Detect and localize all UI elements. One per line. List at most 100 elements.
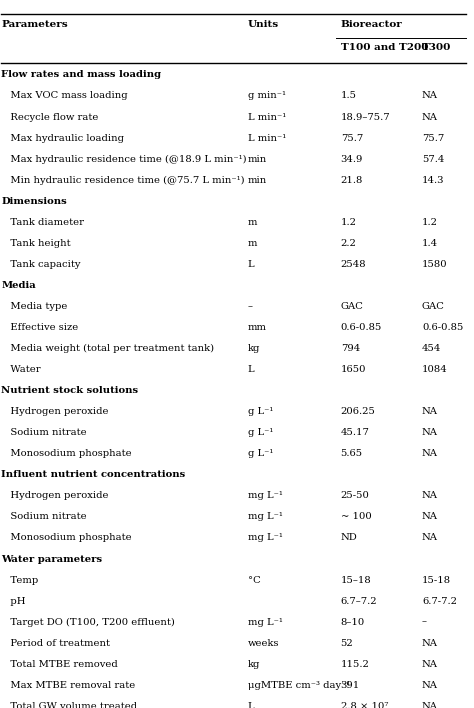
Text: 57.4: 57.4 [422,154,444,164]
Text: Hydrogen peroxide: Hydrogen peroxide [1,491,109,501]
Text: 1.5: 1.5 [341,91,356,101]
Text: 75.7: 75.7 [422,134,444,142]
Text: mg L⁻¹: mg L⁻¹ [248,533,283,542]
Text: Monosodium phosphate: Monosodium phosphate [1,450,132,458]
Text: mg L⁻¹: mg L⁻¹ [248,617,283,627]
Text: NA: NA [422,491,438,501]
Text: Temp: Temp [1,576,39,585]
Text: Min hydraulic residence time (@75.7 L min⁻¹): Min hydraulic residence time (@75.7 L mi… [1,176,245,185]
Text: mg L⁻¹: mg L⁻¹ [248,513,283,521]
Text: 0.6-0.85: 0.6-0.85 [341,323,382,332]
Text: 2548: 2548 [341,260,366,269]
Text: g L⁻¹: g L⁻¹ [248,407,273,416]
Text: T100 and T200: T100 and T200 [341,43,428,52]
Text: Max hydraulic residence time (@18.9 L min⁻¹): Max hydraulic residence time (@18.9 L mi… [1,154,247,164]
Text: NA: NA [422,513,438,521]
Text: Total MTBE removed: Total MTBE removed [1,660,118,669]
Text: 1084: 1084 [422,365,448,374]
Text: 75.7: 75.7 [341,134,363,142]
Text: Nutrient stock solutions: Nutrient stock solutions [1,386,138,395]
Text: °C: °C [248,576,260,585]
Text: Sodium nitrate: Sodium nitrate [1,428,87,438]
Text: 1650: 1650 [341,365,366,374]
Text: 2.2: 2.2 [341,239,356,248]
Text: kg: kg [248,660,260,669]
Text: T300: T300 [422,43,451,52]
Text: 2.8 × 10⁷: 2.8 × 10⁷ [341,702,388,708]
Text: 5.65: 5.65 [341,450,363,458]
Text: weeks: weeks [248,639,279,648]
Text: Tank capacity: Tank capacity [1,260,81,269]
Text: NA: NA [422,702,438,708]
Text: Bioreactor: Bioreactor [341,20,402,29]
Text: Units: Units [248,20,279,29]
Text: 15–18: 15–18 [341,576,372,585]
Text: mm: mm [248,323,267,332]
Text: 391: 391 [341,681,360,690]
Text: min: min [248,154,267,164]
Text: Media type: Media type [1,302,68,311]
Text: Media weight (total per treatment tank): Media weight (total per treatment tank) [1,344,215,353]
Text: 206.25: 206.25 [341,407,375,416]
Text: Water parameters: Water parameters [1,554,102,564]
Text: 34.9: 34.9 [341,154,363,164]
Text: 14.3: 14.3 [422,176,445,185]
Text: 52: 52 [341,639,354,648]
Text: kg: kg [248,344,260,353]
Text: g min⁻¹: g min⁻¹ [248,91,286,101]
Text: 1.2: 1.2 [422,218,438,227]
Text: Tank height: Tank height [1,239,71,248]
Text: 1580: 1580 [422,260,447,269]
Text: L min⁻¹: L min⁻¹ [248,134,286,142]
Text: Water: Water [1,365,41,374]
Text: mg L⁻¹: mg L⁻¹ [248,491,283,501]
Text: Monosodium phosphate: Monosodium phosphate [1,533,132,542]
Text: NA: NA [422,681,438,690]
Text: ND: ND [341,533,357,542]
Text: 115.2: 115.2 [341,660,370,669]
Text: 454: 454 [422,344,441,353]
Text: GAC: GAC [422,302,445,311]
Text: Max MTBE removal rate: Max MTBE removal rate [1,681,136,690]
Text: L: L [248,702,255,708]
Text: 0.6-0.85: 0.6-0.85 [422,323,464,332]
Text: Parameters: Parameters [1,20,68,29]
Text: pH: pH [1,597,26,605]
Text: L: L [248,365,255,374]
Text: Max VOC mass loading: Max VOC mass loading [1,91,128,101]
Text: g L⁻¹: g L⁻¹ [248,450,273,458]
Text: Target DO (T100, T200 effluent): Target DO (T100, T200 effluent) [1,617,175,627]
Text: Hydrogen peroxide: Hydrogen peroxide [1,407,109,416]
Text: 25-50: 25-50 [341,491,370,501]
Text: 45.17: 45.17 [341,428,370,438]
Text: Flow rates and mass loading: Flow rates and mass loading [1,70,162,79]
Text: 6.7-7.2: 6.7-7.2 [422,597,457,605]
Text: Dimensions: Dimensions [1,197,67,206]
Text: NA: NA [422,113,438,122]
Text: Tank diameter: Tank diameter [1,218,84,227]
Text: 21.8: 21.8 [341,176,363,185]
Text: Recycle flow rate: Recycle flow rate [1,113,99,122]
Text: Media: Media [1,281,36,290]
Text: L min⁻¹: L min⁻¹ [248,113,286,122]
Text: NA: NA [422,450,438,458]
Text: Sodium nitrate: Sodium nitrate [1,513,87,521]
Text: μgMTBE cm⁻³ day⁻¹: μgMTBE cm⁻³ day⁻¹ [248,681,350,690]
Text: m: m [248,239,257,248]
Text: 1.4: 1.4 [422,239,438,248]
Text: 15-18: 15-18 [422,576,451,585]
Text: 6.7–7.2: 6.7–7.2 [341,597,377,605]
Text: GAC: GAC [341,302,364,311]
Text: Effective size: Effective size [1,323,79,332]
Text: NA: NA [422,660,438,669]
Text: 18.9–75.7: 18.9–75.7 [341,113,390,122]
Text: NA: NA [422,428,438,438]
Text: NA: NA [422,407,438,416]
Text: –: – [422,617,427,627]
Text: Influent nutrient concentrations: Influent nutrient concentrations [1,470,186,479]
Text: min: min [248,176,267,185]
Text: ~ 100: ~ 100 [341,513,372,521]
Text: Max hydraulic loading: Max hydraulic loading [1,134,124,142]
Text: m: m [248,218,257,227]
Text: L: L [248,260,255,269]
